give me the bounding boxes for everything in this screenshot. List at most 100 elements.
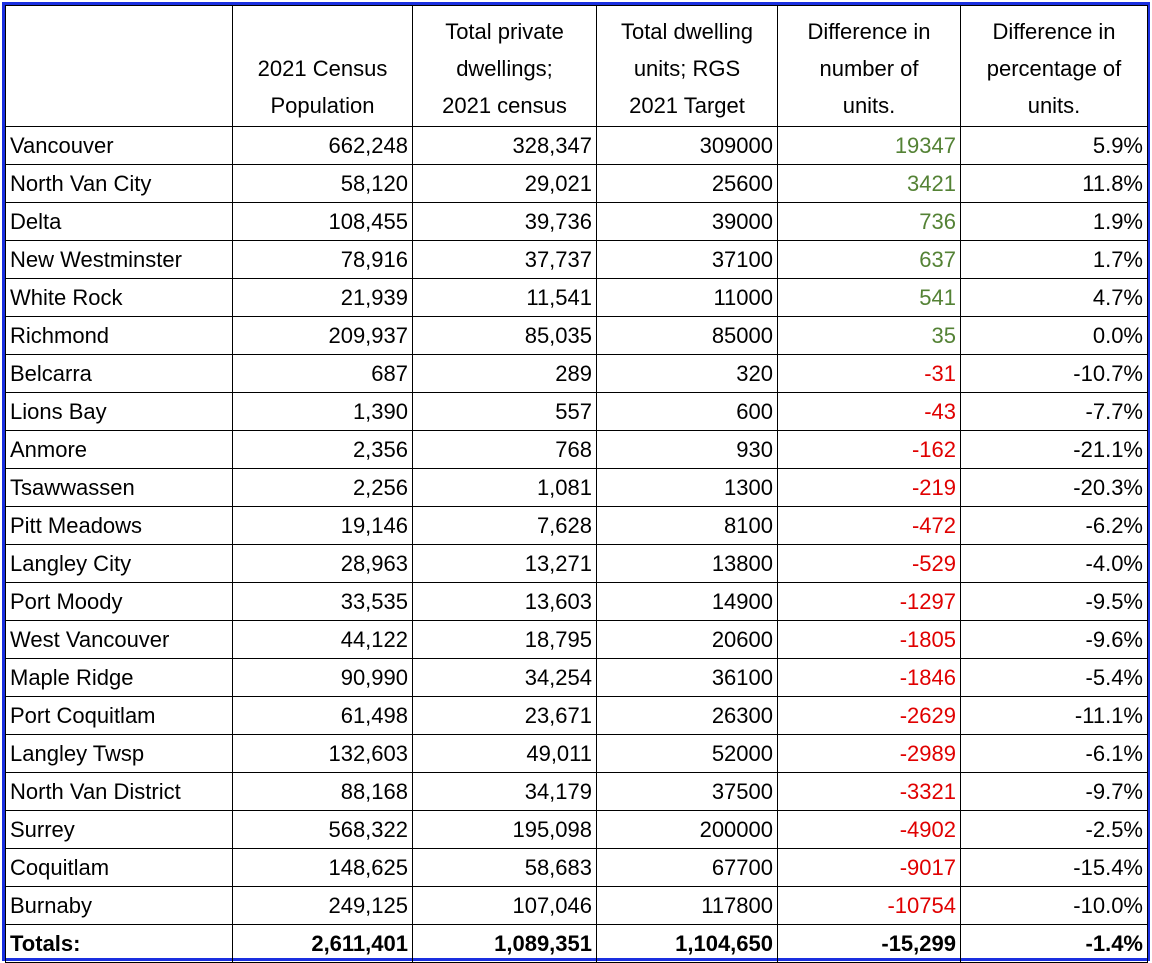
- header-line: units; RGS: [633, 56, 741, 81]
- cell: 49,011: [412, 734, 597, 773]
- cell: 1.7%: [960, 240, 1148, 279]
- cell: 195,098: [412, 810, 597, 849]
- header-cell: Difference in percentage of units.: [960, 5, 1148, 127]
- cell: 85000: [596, 316, 778, 355]
- cell: 557: [412, 392, 597, 431]
- cell: -162: [777, 430, 961, 469]
- header-row: 2021 Census Population Total private dwelli…: [5, 5, 1148, 127]
- row-label: Coquitlam: [5, 848, 233, 887]
- cell: 23,671: [412, 696, 597, 735]
- cell: 200000: [596, 810, 778, 849]
- cell: 0.0%: [960, 316, 1148, 355]
- header-line: units.: [1027, 93, 1081, 118]
- cell: 930: [596, 430, 778, 469]
- cell: 58,120: [232, 164, 413, 203]
- cell: 37100: [596, 240, 778, 279]
- header-line: 2021 Target: [629, 93, 745, 118]
- row-label: Langley Twsp: [5, 734, 233, 773]
- cell: 117800: [596, 886, 778, 925]
- cell: 148,625: [232, 848, 413, 887]
- data-row: Lions Bay 1,390 557 600 -43 -7.7%: [5, 392, 1148, 431]
- cell: -4902: [777, 810, 961, 849]
- cell: 44,122: [232, 620, 413, 659]
- data-row: Pitt Meadows 19,146 7,628 8100 -472 -6.2%: [5, 506, 1148, 545]
- totals-row: Totals: 2,611,401 1,089,351 1,104,650 -15,29…: [5, 924, 1148, 963]
- cell: 2,356: [232, 430, 413, 469]
- cell: 13,271: [412, 544, 597, 583]
- cell: 52000: [596, 734, 778, 773]
- cell: -10.0%: [960, 886, 1148, 925]
- data-row: Burnaby 249,125 107,046 117800 -10754 -10.0%: [5, 886, 1148, 925]
- cell: -9.7%: [960, 772, 1148, 811]
- cell: -21.1%: [960, 430, 1148, 469]
- header-cell: 2021 Census Population: [232, 5, 413, 127]
- cell: 736: [777, 202, 961, 241]
- cell: 7,628: [412, 506, 597, 545]
- header-line: Difference in: [807, 19, 931, 44]
- cell: 29,021: [412, 164, 597, 203]
- header-line: Difference in: [992, 19, 1116, 44]
- cell: -219: [777, 468, 961, 507]
- cell: 637: [777, 240, 961, 279]
- cell: -2629: [777, 696, 961, 735]
- row-label: Burnaby: [5, 886, 233, 925]
- cell: -31: [777, 354, 961, 393]
- header-line: Population: [270, 93, 375, 118]
- cell: 1.9%: [960, 202, 1148, 241]
- data-row: Richmond 209,937 85,035 85000 35 0.0%: [5, 316, 1148, 355]
- cell: 209,937: [232, 316, 413, 355]
- cell: 2,256: [232, 468, 413, 507]
- cell: 20600: [596, 620, 778, 659]
- cell: -9.5%: [960, 582, 1148, 621]
- cell: 320: [596, 354, 778, 393]
- row-label: Belcarra: [5, 354, 233, 393]
- header-line: 2021 Census: [257, 56, 388, 81]
- cell: 13,603: [412, 582, 597, 621]
- header-cell: [5, 5, 233, 127]
- header-line: dwellings;: [456, 56, 553, 81]
- row-label: Totals:: [5, 924, 233, 963]
- cell: 78,916: [232, 240, 413, 279]
- cell: -5.4%: [960, 658, 1148, 697]
- row-label: North Van City: [5, 164, 233, 203]
- data-row: Langley Twsp 132,603 49,011 52000 -2989 -6.1%: [5, 734, 1148, 773]
- cell: 90,990: [232, 658, 413, 697]
- cell: 13800: [596, 544, 778, 583]
- cell: 1,081: [412, 468, 597, 507]
- cell: 28,963: [232, 544, 413, 583]
- cell: 249,125: [232, 886, 413, 925]
- data-row: Belcarra 687 289 320 -31 -10.7%: [5, 354, 1148, 393]
- cell: 39000: [596, 202, 778, 241]
- cell: 11,541: [412, 278, 597, 317]
- header-line: Total private: [445, 19, 564, 44]
- header-line: Total dwelling: [620, 19, 754, 44]
- cell: 1,390: [232, 392, 413, 431]
- cell: 61,498: [232, 696, 413, 735]
- data-row: Port Coquitlam 61,498 23,671 26300 -2629 -11.…: [5, 696, 1148, 735]
- cell: -20.3%: [960, 468, 1148, 507]
- data-table: 2021 Census Population Total private dwelli…: [5, 5, 1148, 963]
- cell: 35: [777, 316, 961, 355]
- cell: 11000: [596, 278, 778, 317]
- row-label: Maple Ridge: [5, 658, 233, 697]
- data-row: Coquitlam 148,625 58,683 67700 -9017 -15.4%: [5, 848, 1148, 887]
- cell: -1846: [777, 658, 961, 697]
- cell: 309000: [596, 126, 778, 165]
- data-row: Tsawwassen 2,256 1,081 1300 -219 -20.3%: [5, 468, 1148, 507]
- cell: 85,035: [412, 316, 597, 355]
- cell: -15.4%: [960, 848, 1148, 887]
- data-row: Langley City 28,963 13,271 13800 -529 -4.0%: [5, 544, 1148, 583]
- cell: -6.2%: [960, 506, 1148, 545]
- cell: 132,603: [232, 734, 413, 773]
- cell: -10754: [777, 886, 961, 925]
- cell: 687: [232, 354, 413, 393]
- row-label: North Van District: [5, 772, 233, 811]
- cell: -10.7%: [960, 354, 1148, 393]
- cell: -2.5%: [960, 810, 1148, 849]
- cell: 37,737: [412, 240, 597, 279]
- row-label: Anmore: [5, 430, 233, 469]
- cell: 328,347: [412, 126, 597, 165]
- row-label: Lions Bay: [5, 392, 233, 431]
- cell: 568,322: [232, 810, 413, 849]
